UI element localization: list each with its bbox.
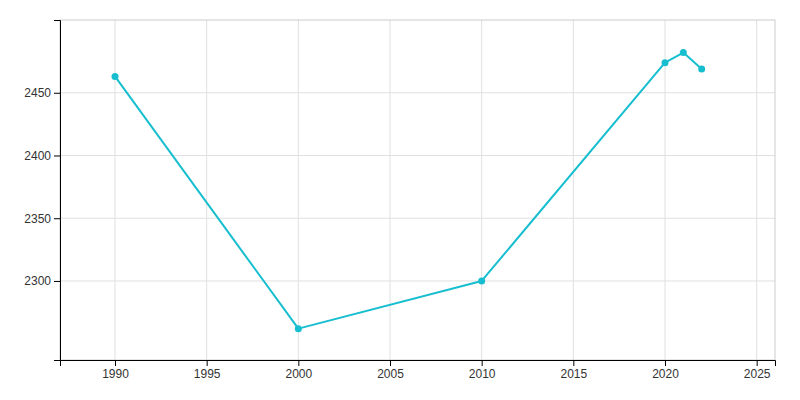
point: [662, 59, 669, 66]
tick-label: 2015: [560, 367, 587, 381]
tick-label: 2350: [24, 212, 51, 226]
tick-label: 2025: [744, 367, 771, 381]
tick-label: 2020: [652, 367, 679, 381]
tick-mark: [482, 360, 483, 366]
grid-line: [756, 20, 757, 360]
grid-line: [115, 20, 116, 360]
tick-label: 2450: [24, 86, 51, 100]
grid-line: [60, 218, 775, 219]
tick: 2350: [24, 212, 60, 226]
grid-line: [665, 20, 666, 360]
tick-label: 2010: [469, 367, 496, 381]
tick-mark: [665, 360, 666, 366]
grid-line: [298, 20, 299, 360]
tick: 1990: [102, 360, 129, 381]
grid-line: [206, 20, 207, 360]
tick: 2010: [469, 360, 496, 381]
tick: 2015: [560, 360, 587, 381]
tick-mark: [207, 360, 208, 366]
tick: 2300: [24, 274, 60, 288]
grid-line: [481, 20, 482, 360]
grid: [60, 20, 775, 360]
tick-mark: [757, 360, 758, 366]
tick-mark: [54, 281, 60, 282]
tick-mark: [54, 93, 60, 94]
tick-label: 2300: [24, 274, 51, 288]
grid-line: [60, 92, 775, 93]
tick-mark: [298, 360, 299, 366]
tick-label: 2005: [377, 367, 404, 381]
tick-label: 2000: [285, 367, 312, 381]
tick-label: 1995: [194, 367, 221, 381]
grid-line: [60, 280, 775, 281]
tick-mark: [54, 218, 60, 219]
series: [112, 49, 706, 332]
tick: 2450: [24, 86, 60, 100]
point: [698, 65, 705, 72]
tick-label: 1990: [102, 367, 129, 381]
tick-mark: [115, 360, 116, 366]
point: [295, 325, 302, 332]
grid-line: [390, 20, 391, 360]
point: [478, 277, 485, 284]
line: [115, 53, 702, 329]
tick: 1995: [194, 360, 221, 381]
chart: 1990 1995 2000 2005 2010 2015 2020 2025 2300 2350…: [0, 0, 800, 400]
axis-line: [54, 21, 61, 361]
tick: 2020: [652, 360, 679, 381]
tick-mark: [573, 360, 574, 366]
tick: 2025: [744, 360, 771, 381]
x-axis: 1990 1995 2000 2005 2010 2015 2020 2025: [61, 360, 776, 381]
point: [680, 49, 687, 56]
plot: 1990 1995 2000 2005 2010 2015 2020 2025 2300 2350…: [24, 20, 775, 381]
grid-line: [60, 155, 775, 156]
tick: 2400: [24, 149, 60, 163]
grid-line: [573, 20, 574, 360]
tick: 2005: [377, 360, 404, 381]
tick-mark: [54, 155, 60, 156]
tick: 2000: [285, 360, 312, 381]
axis-line: [61, 361, 776, 367]
plot-frame: [60, 20, 775, 360]
tick-mark: [390, 360, 391, 366]
tick-label: 2400: [24, 149, 51, 163]
point: [112, 73, 119, 80]
y-axis: 2300 2350 2400 2450: [24, 21, 60, 361]
